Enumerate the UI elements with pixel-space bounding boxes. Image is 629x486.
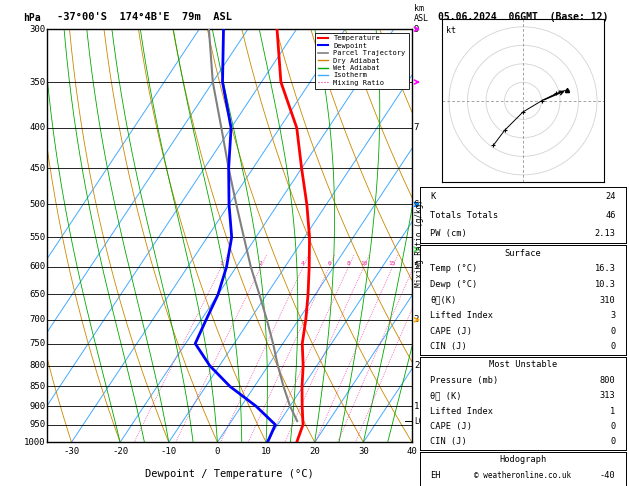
Text: 7: 7 [414, 123, 419, 132]
Text: Lifted Index: Lifted Index [430, 407, 494, 416]
Text: Temp (°C): Temp (°C) [430, 264, 477, 273]
Text: 950: 950 [29, 420, 45, 429]
Text: CAPE (J): CAPE (J) [430, 422, 472, 431]
Text: 500: 500 [29, 200, 45, 209]
Text: 550: 550 [29, 233, 45, 242]
Text: K: K [430, 192, 436, 201]
Text: 10: 10 [260, 447, 272, 456]
Text: Most Unstable: Most Unstable [489, 361, 557, 369]
Text: 40: 40 [406, 447, 418, 456]
Text: 700: 700 [29, 315, 45, 324]
Text: 650: 650 [29, 290, 45, 299]
Text: θᴇ (K): θᴇ (K) [430, 391, 462, 400]
Text: CIN (J): CIN (J) [430, 343, 467, 351]
Text: -30: -30 [64, 447, 79, 456]
Text: Lifted Index: Lifted Index [430, 311, 494, 320]
Text: -40: -40 [600, 471, 616, 480]
Text: -37°00'S  174°4B'E  79m  ASL: -37°00'S 174°4B'E 79m ASL [57, 12, 231, 22]
Text: EH: EH [430, 471, 441, 480]
Text: 800: 800 [600, 376, 616, 385]
Text: 800: 800 [29, 361, 45, 370]
Text: Mixing Ratio (g/kg): Mixing Ratio (g/kg) [415, 199, 424, 287]
Text: 0: 0 [214, 447, 220, 456]
Text: PW (cm): PW (cm) [430, 229, 467, 238]
Text: 46: 46 [605, 210, 616, 220]
Legend: Temperature, Dewpoint, Parcel Trajectory, Dry Adiabat, Wet Adiabat, Isotherm, Mi: Temperature, Dewpoint, Parcel Trajectory… [314, 33, 408, 88]
Text: 1000: 1000 [24, 438, 45, 447]
Text: 310: 310 [600, 295, 616, 305]
Text: 450: 450 [29, 164, 45, 173]
Text: 30: 30 [358, 447, 369, 456]
Text: 3: 3 [414, 315, 419, 324]
Text: 750: 750 [29, 339, 45, 348]
Text: 6: 6 [327, 261, 331, 266]
Text: 2: 2 [414, 361, 419, 370]
Text: 24: 24 [605, 192, 616, 201]
Text: 16.3: 16.3 [594, 264, 616, 273]
Text: LCL: LCL [414, 417, 428, 426]
Text: 0: 0 [610, 343, 616, 351]
Text: 9: 9 [414, 25, 419, 34]
Text: 3: 3 [610, 311, 616, 320]
Text: 900: 900 [29, 401, 45, 411]
Text: 10.3: 10.3 [594, 280, 616, 289]
Text: -10: -10 [161, 447, 177, 456]
Text: 4: 4 [301, 261, 305, 266]
Text: -20: -20 [112, 447, 128, 456]
Text: Surface: Surface [504, 249, 542, 258]
Text: 400: 400 [29, 123, 45, 132]
Text: 600: 600 [29, 262, 45, 272]
Text: 6: 6 [414, 200, 419, 209]
Text: Pressure (mb): Pressure (mb) [430, 376, 499, 385]
Text: hPa: hPa [23, 13, 41, 23]
Text: 1: 1 [220, 261, 223, 266]
Text: 8: 8 [347, 261, 350, 266]
Text: 300: 300 [29, 25, 45, 34]
Text: 0: 0 [610, 422, 616, 431]
Text: 350: 350 [29, 78, 45, 87]
Text: Totals Totals: Totals Totals [430, 210, 499, 220]
Text: 10: 10 [360, 261, 367, 266]
Text: 2.13: 2.13 [594, 229, 616, 238]
Text: Dewp (°C): Dewp (°C) [430, 280, 477, 289]
Text: 0: 0 [610, 437, 616, 446]
Text: 2: 2 [259, 261, 263, 266]
Text: 15: 15 [389, 261, 396, 266]
Text: 313: 313 [600, 391, 616, 400]
Text: 0: 0 [610, 327, 616, 336]
Text: CIN (J): CIN (J) [430, 437, 467, 446]
Text: 1: 1 [414, 401, 419, 411]
Text: Hodograph: Hodograph [499, 455, 547, 464]
Text: kt: kt [447, 26, 457, 35]
Text: 05.06.2024  06GMT  (Base: 12): 05.06.2024 06GMT (Base: 12) [438, 12, 608, 22]
Text: 20: 20 [309, 447, 320, 456]
Text: 1: 1 [610, 407, 616, 416]
Text: 5: 5 [414, 262, 419, 272]
Text: 850: 850 [29, 382, 45, 391]
Text: © weatheronline.co.uk: © weatheronline.co.uk [474, 471, 572, 480]
Text: Dewpoint / Temperature (°C): Dewpoint / Temperature (°C) [145, 469, 314, 479]
Text: CAPE (J): CAPE (J) [430, 327, 472, 336]
Text: θᴇ(K): θᴇ(K) [430, 295, 457, 305]
Text: km
ASL: km ASL [414, 3, 429, 23]
